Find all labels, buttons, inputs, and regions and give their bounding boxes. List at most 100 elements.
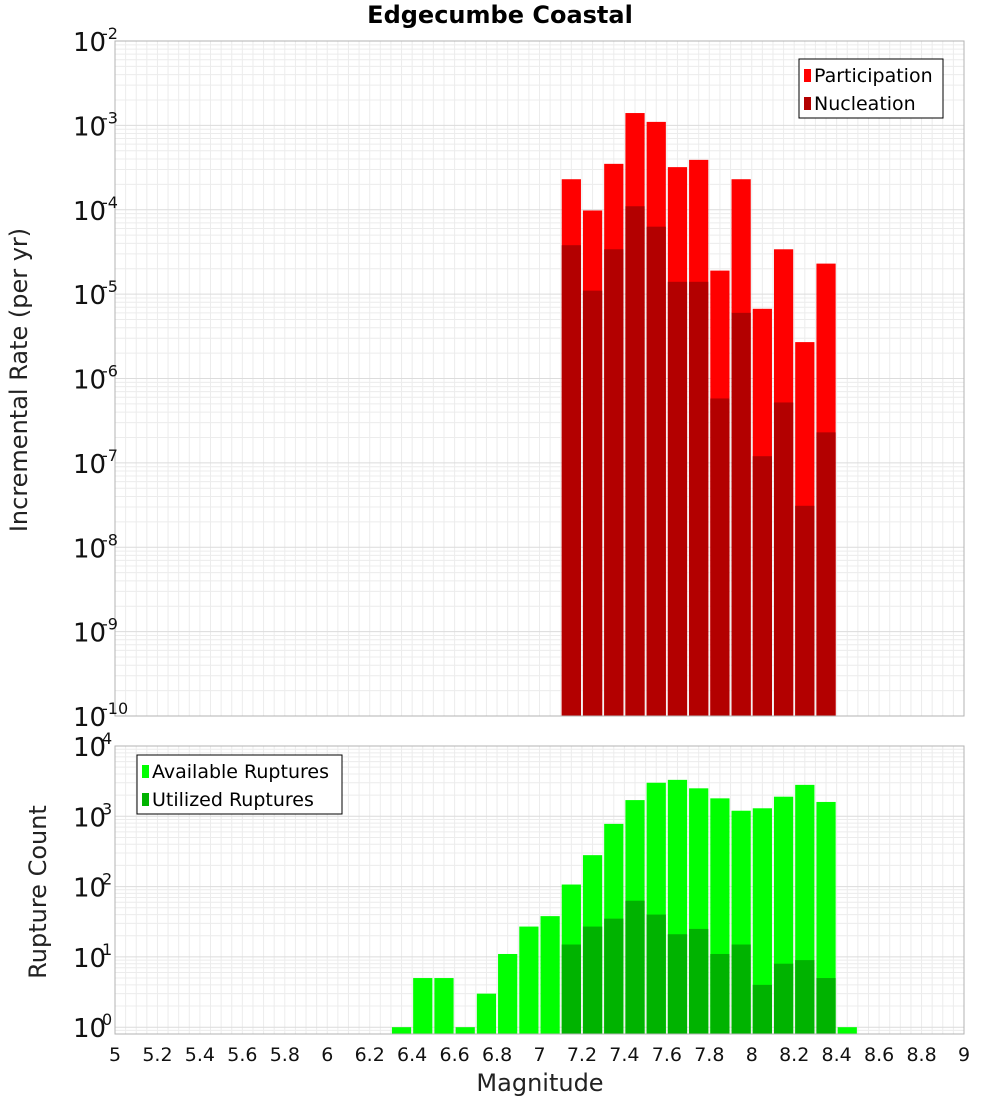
svg-text:10: 10 <box>73 1014 106 1044</box>
rate-bar <box>773 402 794 716</box>
x-tick-label: 5.2 <box>142 1044 172 1066</box>
count-bar <box>752 984 772 1034</box>
svg-text:10: 10 <box>73 366 106 396</box>
count-bar <box>604 918 624 1034</box>
count-bar <box>413 978 433 1034</box>
rate-y-axis-label: Incremental Rate (per yr) <box>5 228 33 532</box>
count-bar <box>752 808 772 1034</box>
x-tick-label: 5.4 <box>185 1044 215 1066</box>
count-bar <box>476 993 497 1034</box>
svg-text:10: 10 <box>73 281 106 311</box>
x-tick-label: 8.2 <box>779 1044 809 1066</box>
x-tick-label: 8 <box>746 1044 758 1066</box>
x-tick-label: 5.6 <box>227 1044 257 1066</box>
rate-bar <box>710 398 730 716</box>
count-series-1 <box>561 900 836 1034</box>
x-tick-label: 8.8 <box>906 1044 936 1066</box>
svg-text:10: 10 <box>73 197 106 227</box>
count-bar <box>455 1027 475 1034</box>
x-tick-label: 6.2 <box>355 1044 385 1066</box>
x-tick-label: 7.4 <box>609 1044 639 1066</box>
count-ytick-label: 100 <box>73 1010 112 1044</box>
rate-bar <box>689 281 709 716</box>
count-bar <box>816 978 836 1034</box>
svg-text:-6: -6 <box>102 362 118 381</box>
count-ytick-label: 102 <box>73 870 112 904</box>
svg-text:-4: -4 <box>102 193 118 212</box>
count-bar <box>540 916 560 1034</box>
count-bar <box>816 801 836 1034</box>
count-ytick-label: 103 <box>73 799 112 833</box>
x-tick-label: 8.6 <box>864 1044 894 1066</box>
svg-text:10: 10 <box>73 534 106 564</box>
x-tick-label: 6 <box>321 1044 333 1066</box>
count-bar <box>837 1027 857 1034</box>
rate-bar <box>731 312 751 716</box>
svg-text:10: 10 <box>73 112 106 142</box>
rate-bar <box>667 281 688 716</box>
svg-text:-8: -8 <box>102 530 118 549</box>
x-tick-label: 7.8 <box>694 1044 724 1066</box>
x-tick-label: 6.4 <box>397 1044 427 1066</box>
x-tick-label: 5.8 <box>270 1044 300 1066</box>
svg-text:-10: -10 <box>102 699 128 718</box>
count-bar <box>434 978 454 1034</box>
count-bar <box>625 900 645 1034</box>
count-y-axis-label: Rupture Count <box>24 805 52 979</box>
rate-series-1 <box>561 206 836 717</box>
legend-swatch <box>142 793 149 806</box>
svg-text:10: 10 <box>73 28 106 58</box>
svg-text:10: 10 <box>73 619 106 649</box>
rate-bar <box>816 432 836 716</box>
count-ytick-label: 104 <box>73 729 112 763</box>
rate-bar <box>604 249 624 716</box>
legend: Participation Nucleation <box>798 58 944 119</box>
rate-ytick-label: 10-4 <box>73 193 118 227</box>
count-bar <box>773 963 794 1034</box>
x-tick-label: 7 <box>533 1044 545 1066</box>
x-tick-label: 8.4 <box>822 1044 852 1066</box>
rate-ytick-label: 10-7 <box>73 446 118 480</box>
count-bar <box>391 1027 412 1034</box>
svg-text:10: 10 <box>73 803 106 833</box>
x-tick-label: 6.8 <box>482 1044 512 1066</box>
x-axis-label: Magnitude <box>476 1069 603 1097</box>
x-tick-label: 7.6 <box>652 1044 682 1066</box>
svg-text:0: 0 <box>102 1010 112 1029</box>
x-tick-label: 5 <box>109 1044 121 1066</box>
rate-bar <box>561 245 581 717</box>
svg-text:-5: -5 <box>102 277 118 296</box>
svg-text:-7: -7 <box>102 446 118 465</box>
legend-item: Utilized Ruptures <box>152 789 314 811</box>
rate-ytick-label: 10-10 <box>73 699 128 733</box>
legend-item: Participation <box>814 65 933 87</box>
count-bar <box>710 953 730 1034</box>
svg-text:-9: -9 <box>102 615 118 634</box>
svg-text:10: 10 <box>73 944 106 974</box>
count-bar <box>646 914 666 1034</box>
legend-swatch <box>804 97 811 110</box>
count-bar <box>667 934 688 1034</box>
count-bar <box>519 926 539 1034</box>
svg-text:10: 10 <box>73 733 106 763</box>
svg-text:10: 10 <box>73 450 106 480</box>
rate-bar <box>646 226 666 716</box>
rate-ytick-label: 10-6 <box>73 362 118 396</box>
count-bar <box>582 926 603 1034</box>
svg-text:3: 3 <box>102 799 112 818</box>
legend: Available Ruptures Utilized Ruptures <box>136 754 343 815</box>
rate-ytick-label: 10-5 <box>73 277 118 311</box>
legend-swatch <box>142 765 149 778</box>
svg-text:2: 2 <box>102 870 112 889</box>
legend-swatch <box>804 69 811 82</box>
x-tick-label: 6.6 <box>439 1044 469 1066</box>
rate-ytick-label: 10-2 <box>73 24 118 58</box>
legend-item: Available Ruptures <box>152 761 329 783</box>
svg-text:-3: -3 <box>102 108 118 127</box>
rate-bar <box>625 206 645 716</box>
svg-text:-2: -2 <box>102 24 118 43</box>
x-tick-label: 9 <box>958 1044 970 1066</box>
count-bar <box>498 953 518 1034</box>
count-bar <box>795 960 815 1034</box>
